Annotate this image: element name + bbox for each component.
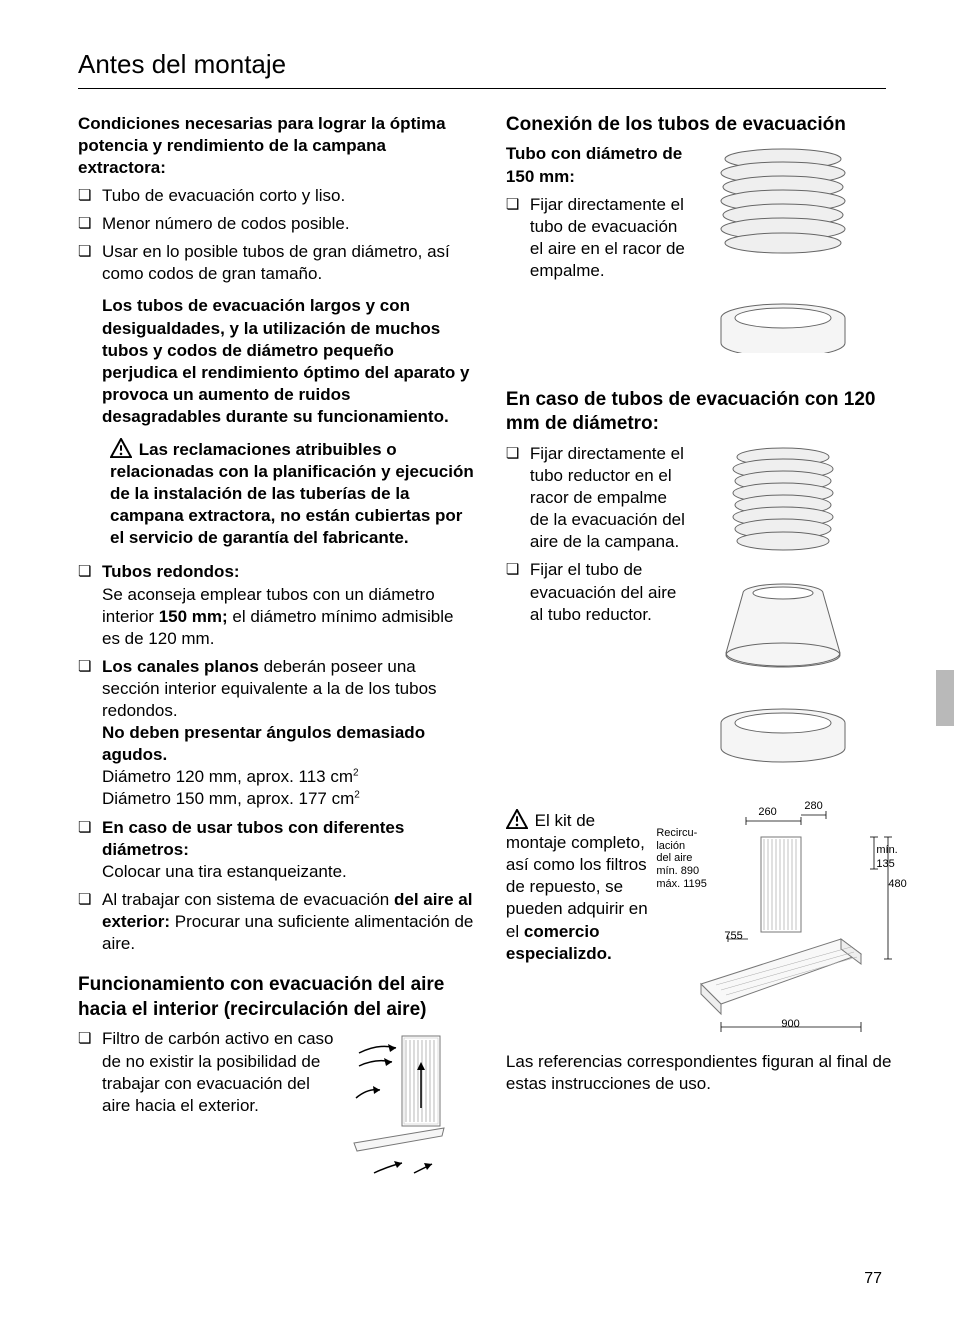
right-column: Conexión de los tubos de evacuación Tubo… [506, 113, 902, 1185]
diff-diam-text: Colocar una tira estanqueizante. [102, 862, 347, 881]
list-item: Tubo de evacuación corto y liso. [78, 185, 474, 207]
warranty-warning: Las reclamaciones atribuibles o relacion… [78, 438, 474, 549]
canales-planos-text: Los canales planos deberán poseer una se… [102, 657, 437, 720]
kit-text-col: El kit de montaje completo, así como los… [506, 809, 656, 1045]
dim-260: 260 [758, 805, 776, 819]
dim-min135: mín. 135 [876, 843, 897, 872]
exterior-text: Al trabajar con sistema de evacuación de… [102, 890, 473, 953]
list-item: Usar en lo posible tubos de gran diámetr… [78, 241, 474, 285]
warning-text: Las reclamaciones atribuibles o relacion… [110, 440, 474, 547]
tube120-row: Fijar directamente el tubo reductor en e… [506, 443, 902, 769]
tube150-list: Fijar directamente el tubo de evacuación… [506, 194, 688, 282]
list-item: Al trabajar con sistema de evacuación de… [78, 889, 474, 955]
dim-280: 280 [804, 799, 822, 813]
dim-900: 900 [781, 1017, 799, 1031]
list-item: Fijar directamente el tubo de evacuación… [506, 194, 688, 282]
recirc-item: Filtro de carbón activo en caso de no ex… [102, 1029, 334, 1114]
kit-paragraph: El kit de montaje completo, así como los… [506, 809, 656, 965]
intro-heading: Condiciones necesarias para lograr la óp… [78, 113, 474, 179]
list-text: Tubo de evacuación corto y liso. [102, 186, 345, 205]
kit-after-text: Las referencias correspondientes figuran… [506, 1051, 902, 1095]
t: Diámetro 150 mm, aprox. 177 cm [102, 789, 354, 808]
content-columns: Condiciones necesarias para lograr la óp… [78, 113, 886, 1185]
tube150-row: Tubo con diámetro de 150 mm: Fijar direc… [506, 143, 902, 359]
list-item: Los canales planos deberán poseer una se… [78, 656, 474, 811]
t: Los canales planos [102, 657, 259, 676]
dim-755: 755 [724, 929, 742, 943]
tube120-illustration [698, 443, 868, 769]
warning-icon [506, 809, 528, 829]
connection-section: Conexión de los tubos de evacuación Tubo… [506, 113, 902, 360]
tube120-item-b: Fijar el tubo de evacuación del aire al … [530, 560, 676, 623]
dim-recirc: Recircu- lación del aire mín. 890 máx. 1… [656, 827, 707, 890]
t: Al trabajar con sistema de evacuación [102, 890, 394, 909]
dimensions-illustration: 260 280 mín. 135 480 755 900 Recircu- la… [666, 809, 901, 1045]
list-text: Menor número de codos posible. [102, 214, 350, 233]
tube120-text: Fijar directamente el tubo reductor en e… [506, 443, 688, 769]
diff-diam-label: En caso de usar tubos con diferentes diá… [102, 818, 404, 859]
tube150-illustration [698, 143, 868, 359]
list-item: Fijar directamente el tubo reductor en e… [506, 443, 688, 553]
bold-paragraph: Los tubos de evacuación largos y con des… [78, 295, 474, 428]
dimensions-section: El kit de montaje completo, así como los… [506, 809, 902, 1095]
recirc-text-col: Filtro de carbón activo en caso de no ex… [78, 1028, 334, 1184]
recirc-illustration [344, 1028, 474, 1184]
tube120-item-a: Fijar directamente el tubo reductor en e… [530, 444, 685, 551]
diam-150: Diámetro 150 mm, aprox. 177 cm2 [102, 789, 360, 808]
left-column: Condiciones necesarias para lograr la óp… [78, 113, 474, 1185]
tube120-section: En caso de tubos de evacuación con 120 m… [506, 388, 902, 769]
sup: 2 [353, 768, 359, 779]
tube-specs-list: Tubos redondos: Se aconseja emplear tubo… [78, 561, 474, 955]
tubos-redondos-label: Tubos redondos: [102, 562, 240, 581]
list-item: Filtro de carbón activo en caso de no ex… [78, 1028, 334, 1116]
page-number: 77 [864, 1269, 882, 1290]
flex-tube-icon [698, 143, 868, 353]
list-text: Usar en lo posible tubos de gran diámetr… [102, 242, 450, 283]
diam-120: Diámetro 120 mm, aprox. 113 cm2 [102, 767, 359, 786]
warning-icon [110, 438, 132, 458]
recirc-row: Filtro de carbón activo en caso de no ex… [78, 1028, 474, 1184]
tube120-heading: En caso de tubos de evacuación con 120 m… [506, 388, 902, 437]
dim-480: 480 [888, 877, 906, 891]
hood-recirc-icon [344, 1028, 474, 1178]
list-item: En caso de usar tubos con diferentes diá… [78, 817, 474, 883]
list-item: Fijar el tubo de evacuación del aire al … [506, 559, 688, 625]
reducer-tube-icon [698, 443, 868, 763]
canales-bold: No deben presentar ángulos demasiado agu… [102, 723, 425, 764]
recirculation-heading: Funcionamiento con evacuación del aire h… [78, 973, 474, 1022]
recirc-list: Filtro de carbón activo en caso de no ex… [78, 1028, 334, 1116]
page-title: Antes del montaje [78, 48, 886, 89]
connection-heading: Conexión de los tubos de evacuación [506, 113, 902, 138]
sup: 2 [354, 790, 360, 801]
tube150-item: Fijar directamente el tubo de evacuación… [530, 195, 685, 280]
dimensions-row: El kit de montaje completo, así como los… [506, 809, 902, 1045]
tubos-redondos-text: Se aconseja emplear tubos con un diámetr… [102, 585, 453, 648]
list-item: Menor número de codos posible. [78, 213, 474, 235]
conditions-list: Tubo de evacuación corto y liso. Menor n… [78, 185, 474, 285]
tube120-list: Fijar directamente el tubo reductor en e… [506, 443, 688, 626]
tube150-text: Tubo con diámetro de 150 mm: Fijar direc… [506, 143, 688, 359]
page-side-tab [936, 670, 954, 726]
t: 150 mm; [159, 607, 228, 626]
tube150-heading: Tubo con diámetro de 150 mm: [506, 143, 688, 187]
list-item: Tubos redondos: Se aconseja emplear tubo… [78, 561, 474, 649]
t: Diámetro 120 mm, aprox. 113 cm [102, 767, 353, 786]
